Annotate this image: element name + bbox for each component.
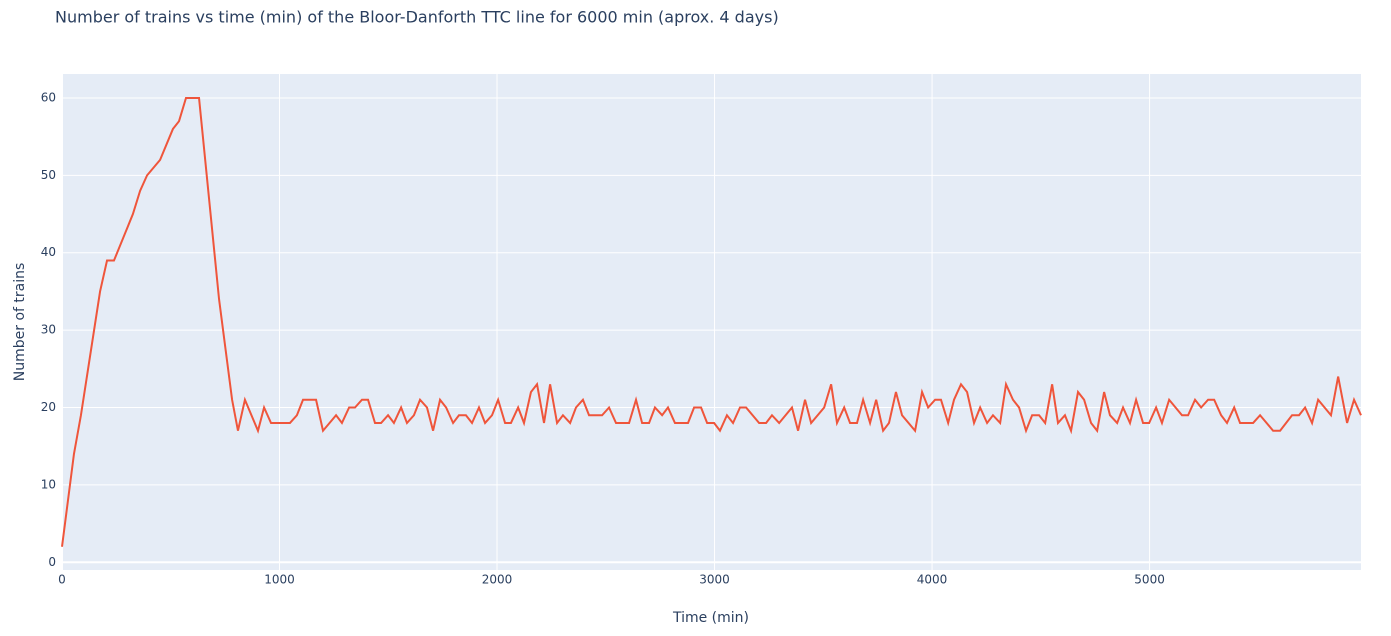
y-tick-label: 40	[41, 245, 56, 259]
x-tick-label: 4000	[917, 573, 948, 587]
x-tick-label: 1000	[264, 573, 295, 587]
y-tick-label: 50	[41, 168, 56, 182]
chart-title: Number of trains vs time (min) of the Bl…	[55, 8, 779, 27]
x-tick-label: 5000	[1134, 573, 1165, 587]
y-tick-label: 10	[41, 477, 56, 491]
y-axis-title: Number of trains	[12, 263, 28, 382]
y-tick-label: 30	[41, 323, 56, 337]
y-tick-label: 20	[41, 400, 56, 414]
y-tick-label: 0	[48, 555, 56, 569]
y-tick-label: 60	[41, 90, 56, 104]
plot-area	[62, 74, 1361, 570]
data-line	[61, 96, 1362, 547]
x-tick-label: 0	[58, 573, 66, 587]
x-tick-label: 3000	[699, 573, 730, 587]
x-tick-label: 2000	[482, 573, 513, 587]
x-axis-title: Time (min)	[672, 610, 749, 626]
